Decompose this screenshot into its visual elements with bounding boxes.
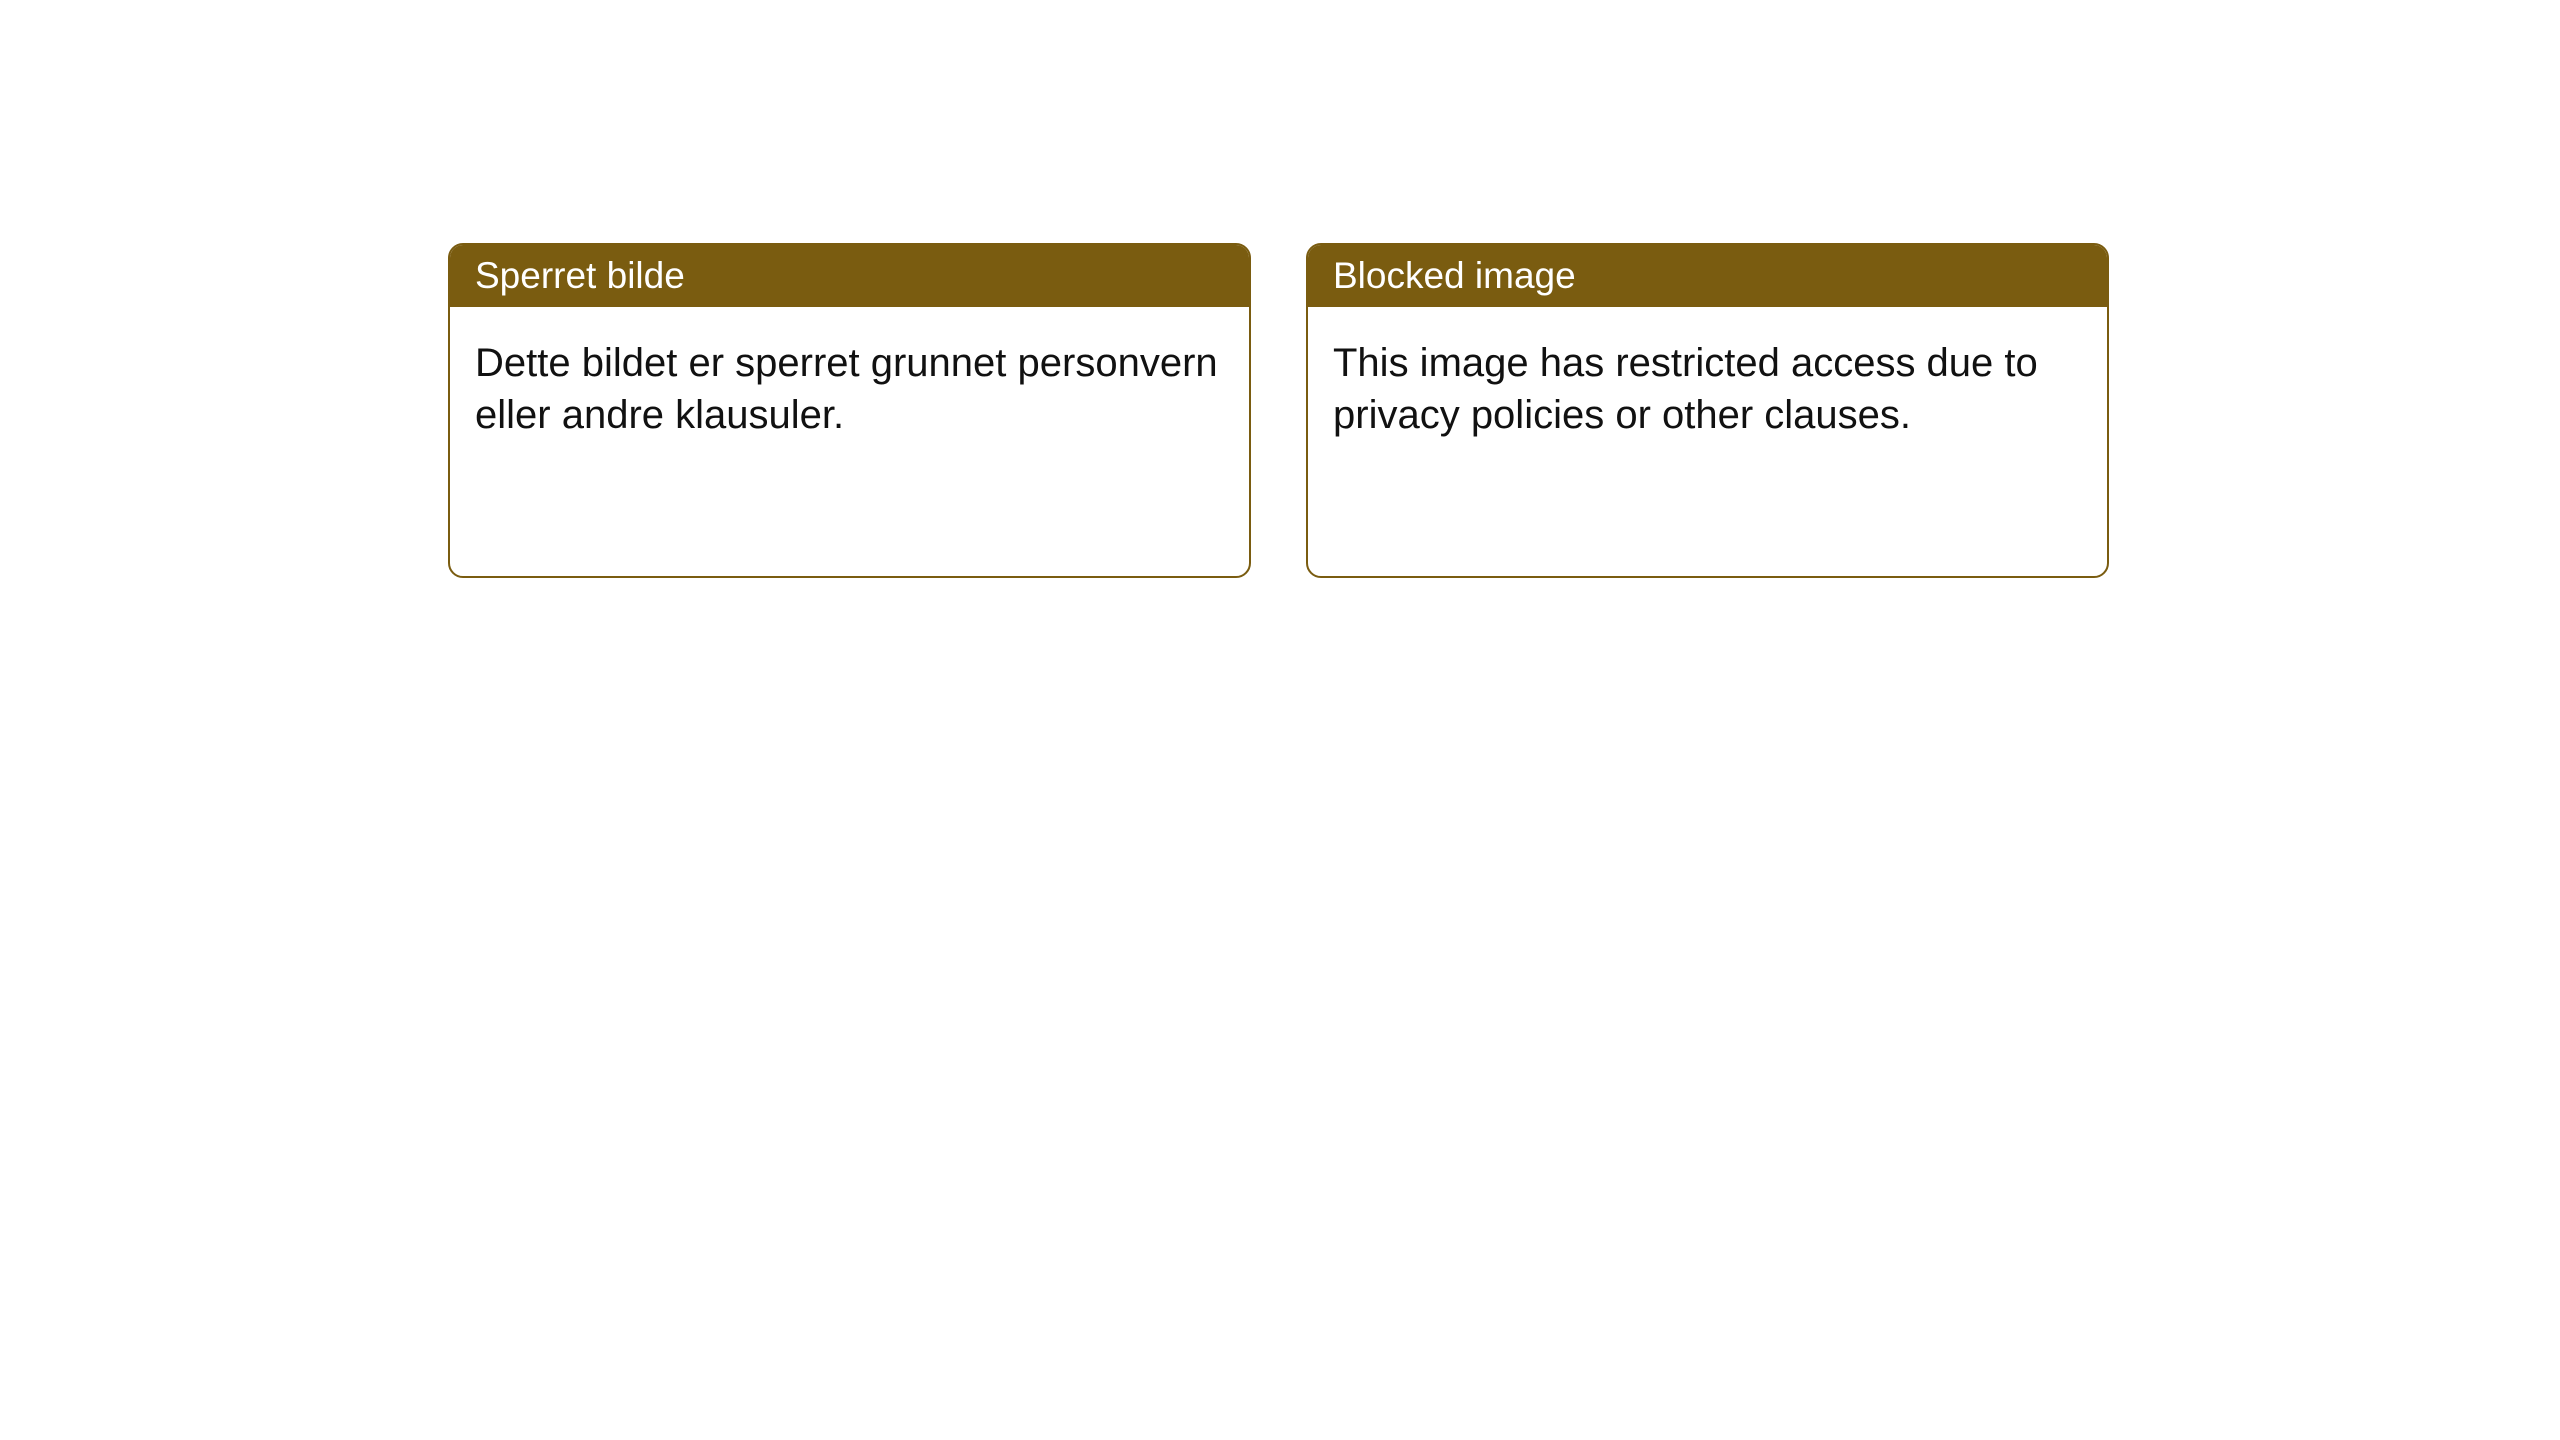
card-header: Blocked image	[1308, 245, 2107, 307]
card-message: This image has restricted access due to …	[1333, 341, 2038, 437]
card-body: This image has restricted access due to …	[1308, 307, 2107, 471]
card-message: Dette bildet er sperret grunnet personve…	[475, 341, 1218, 437]
notice-cards-container: Sperret bilde Dette bildet er sperret gr…	[448, 243, 2109, 578]
card-title: Blocked image	[1333, 255, 1576, 296]
card-body: Dette bildet er sperret grunnet personve…	[450, 307, 1249, 471]
card-title: Sperret bilde	[475, 255, 685, 296]
notice-card-english: Blocked image This image has restricted …	[1306, 243, 2109, 578]
notice-card-norwegian: Sperret bilde Dette bildet er sperret gr…	[448, 243, 1251, 578]
card-header: Sperret bilde	[450, 245, 1249, 307]
